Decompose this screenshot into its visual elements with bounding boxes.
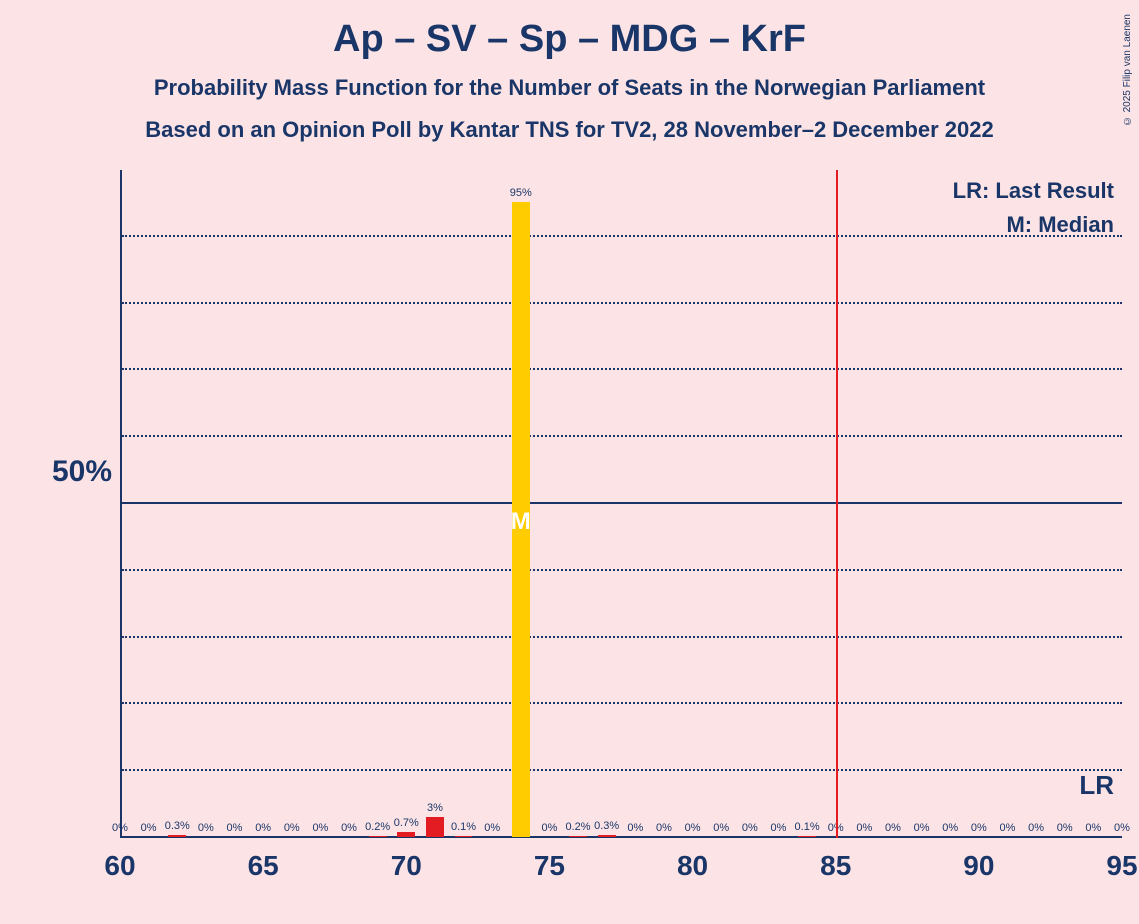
bar: [426, 817, 444, 837]
bar: [798, 836, 816, 837]
gridline: [122, 569, 1122, 571]
gridline: [122, 636, 1122, 638]
bar-value-label: 0%: [227, 822, 243, 834]
gridline: [122, 235, 1122, 237]
x-tick-label: 65: [248, 850, 279, 882]
bar-value-label: 0%: [255, 822, 271, 834]
bar-value-label: 0%: [1114, 822, 1130, 834]
gridline: [122, 302, 1122, 304]
bar-value-label: 0%: [971, 822, 987, 834]
x-tick-label: 60: [104, 850, 135, 882]
bar-value-label: 0%: [141, 822, 157, 834]
bar-value-label: 0%: [541, 822, 557, 834]
lr-reference-line: [836, 170, 838, 838]
bar: [397, 832, 415, 837]
bar-value-label: 0%: [742, 822, 758, 834]
gridline: [122, 769, 1122, 771]
chart-plot-area: 6065707580859095 0%0%0.3%0%0%0%0%0%0%0.2…: [120, 170, 1122, 838]
bar-value-label: 0%: [942, 822, 958, 834]
bar: [168, 835, 186, 837]
x-tick-label: 95: [1106, 850, 1137, 882]
gridline: [122, 702, 1122, 704]
copyright-text: © 2025 Filip van Laenen: [1122, 14, 1133, 126]
chart-subtitle-1: Probability Mass Function for the Number…: [0, 75, 1139, 101]
chart-subtitle-2: Based on an Opinion Poll by Kantar TNS f…: [0, 117, 1139, 143]
chart-title: Ap – SV – Sp – MDG – KrF: [0, 0, 1139, 61]
x-tick-label: 80: [677, 850, 708, 882]
gridline: [122, 502, 1122, 504]
bar-value-label: 0%: [771, 822, 787, 834]
bar-value-label: 0%: [1028, 822, 1044, 834]
x-axis: [120, 836, 1122, 838]
bar-value-label: 0%: [484, 822, 500, 834]
lr-axis-label: LR: [1079, 770, 1114, 801]
bar-value-label: 0%: [284, 822, 300, 834]
x-tick-label: 75: [534, 850, 565, 882]
legend-lr: LR: Last Result: [953, 178, 1114, 204]
bar-value-label: 0%: [341, 822, 357, 834]
median-marker: M: [511, 508, 531, 536]
bar-value-label: 3%: [427, 802, 443, 814]
bar-value-label: 0%: [685, 822, 701, 834]
bar-value-label: 0%: [1057, 822, 1073, 834]
y-axis-label: 50%: [52, 455, 112, 489]
gridline: [122, 368, 1122, 370]
bar-value-label: 0.7%: [394, 817, 419, 829]
bar-value-label: 0.1%: [795, 821, 820, 833]
bar: [569, 836, 587, 837]
x-tick-label: 90: [963, 850, 994, 882]
x-tick-label: 70: [391, 850, 422, 882]
bar: [598, 835, 616, 837]
bar-value-label: 0.3%: [594, 820, 619, 832]
bar-value-label: 0.3%: [165, 820, 190, 832]
bar-value-label: 0%: [1000, 822, 1016, 834]
bar-value-label: 0.1%: [451, 821, 476, 833]
bar-value-label: 0%: [656, 822, 672, 834]
bar-value-label: 95%: [510, 187, 532, 199]
bar-value-label: 0%: [914, 822, 930, 834]
bar-value-label: 0%: [1085, 822, 1101, 834]
gridline: [122, 435, 1122, 437]
bar-value-label: 0%: [627, 822, 643, 834]
bar-value-label: 0%: [885, 822, 901, 834]
bar-value-label: 0%: [198, 822, 214, 834]
bar-value-label: 0%: [112, 822, 128, 834]
y-axis: [120, 170, 122, 838]
bar-value-label: 0.2%: [365, 821, 390, 833]
bar-value-label: 0.2%: [566, 821, 591, 833]
bar: [455, 836, 473, 837]
bar-value-label: 0%: [713, 822, 729, 834]
bar-value-label: 0%: [856, 822, 872, 834]
legend-median: M: Median: [1006, 212, 1114, 238]
bar: [369, 836, 387, 837]
x-tick-label: 85: [820, 850, 851, 882]
bar-value-label: 0%: [312, 822, 328, 834]
